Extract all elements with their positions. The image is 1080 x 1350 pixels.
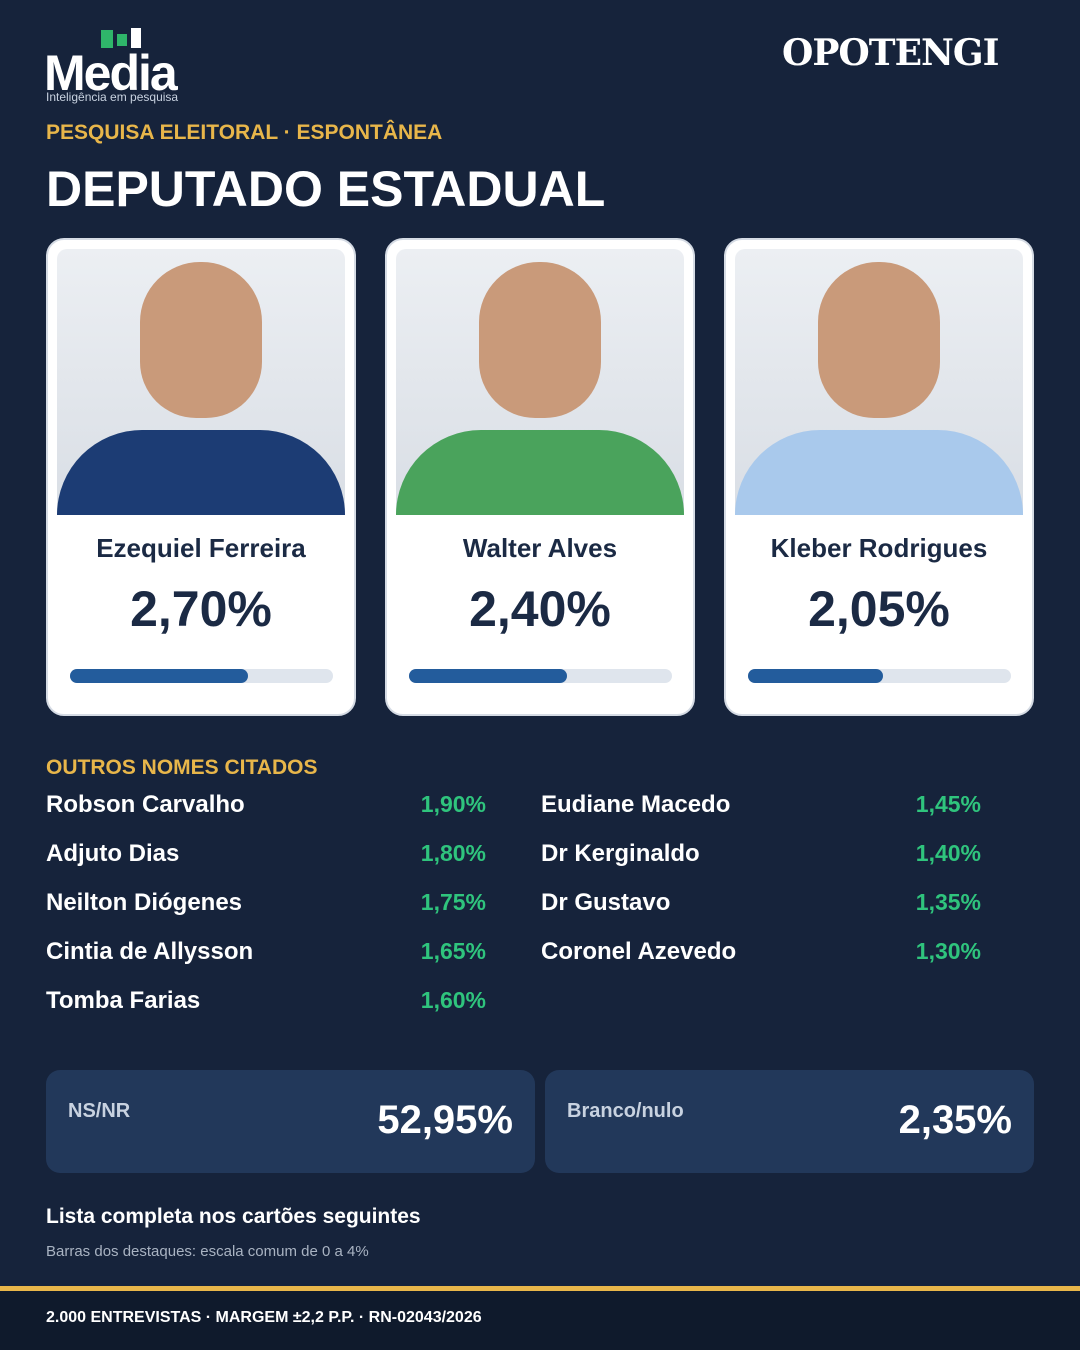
- section-title: OUTROS NOMES CITADOS: [46, 756, 318, 779]
- candidate-name: Kleber Rodrigues: [770, 533, 988, 563]
- other-value: 1,75%: [420, 889, 486, 915]
- other-value: 1,35%: [915, 889, 981, 915]
- kicker: PESQUISA ELEITORAL · ESPONTÂNEA: [46, 121, 443, 144]
- note-main: Lista completa nos cartões seguintes: [46, 1205, 421, 1228]
- logo-block: [101, 30, 113, 48]
- candidate-value: 2,70%: [130, 581, 272, 637]
- other-value: 1,45%: [915, 791, 981, 817]
- logo-tagline: Inteligência em pesquisa: [46, 90, 179, 104]
- photo-body: [396, 430, 684, 515]
- bar: [409, 669, 567, 683]
- other-name: Dr Kerginaldo: [541, 840, 700, 867]
- other-name: Coronel Azevedo: [541, 938, 737, 965]
- photo-head: [479, 262, 601, 418]
- summary-box: [46, 1070, 535, 1173]
- other-value: 1,30%: [915, 938, 981, 964]
- footer-bar: [0, 1286, 1080, 1350]
- summary-label: NS/NR: [68, 1100, 131, 1122]
- other-name: Tomba Farias: [46, 987, 201, 1014]
- candidate-name: Walter Alves: [462, 533, 618, 563]
- other-name: Adjuto Dias: [46, 840, 180, 867]
- other-name: Robson Carvalho: [46, 791, 245, 818]
- other-name: Cintia de Allysson: [46, 938, 254, 965]
- candidate-name: Ezequiel Ferreira: [96, 533, 306, 563]
- bar: [748, 669, 883, 683]
- other-value: 1,90%: [420, 791, 486, 817]
- logo-right: OPOTENGI: [782, 32, 1000, 74]
- bar: [70, 669, 248, 683]
- summary-value: 52,95%: [377, 1098, 513, 1142]
- candidate-value: 2,40%: [469, 581, 611, 637]
- other-name: Eudiane Macedo: [541, 791, 731, 818]
- summary-label: Branco/nulo: [567, 1100, 684, 1122]
- photo-head: [140, 262, 262, 418]
- other-value: 1,80%: [420, 840, 486, 866]
- logo-text: Media: [44, 45, 178, 101]
- photo-body: [57, 430, 345, 515]
- logo-block: [131, 28, 141, 48]
- other-value: 1,65%: [420, 938, 486, 964]
- candidate-value: 2,05%: [808, 581, 950, 637]
- summary-box: [545, 1070, 1034, 1173]
- photo-head: [818, 262, 940, 418]
- title: DEPUTADO ESTADUAL: [46, 161, 606, 217]
- other-name: Neilton Diógenes: [46, 889, 243, 916]
- footer-text: 2.000 ENTREVISTAS · MARGEM ±2,2 P.P. · R…: [46, 1309, 482, 1326]
- other-value: 1,40%: [915, 840, 981, 866]
- other-value: 1,60%: [420, 987, 486, 1013]
- note-scale: Barras dos destaques: escala comum de 0 …: [46, 1243, 369, 1260]
- photo-body: [735, 430, 1023, 515]
- other-name: Dr Gustavo: [541, 889, 671, 916]
- summary-value: 2,35%: [898, 1098, 1012, 1142]
- logo-block: [117, 34, 127, 46]
